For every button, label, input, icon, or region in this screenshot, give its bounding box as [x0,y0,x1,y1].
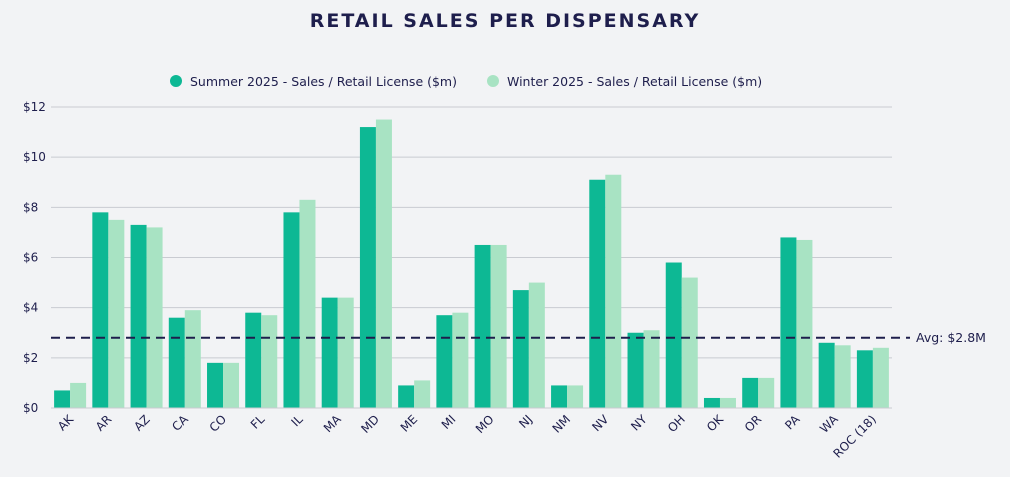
x-tick-label: NV [589,412,612,435]
bar-summer [321,297,338,408]
legend-label-winter: Winter 2025 - Sales / Retail License ($m… [507,73,763,89]
bar-winter [452,312,469,408]
y-tick-label: $4 [23,301,38,315]
bar-winter [567,385,584,408]
x-tick-label: FL [248,412,268,432]
x-tick-label: NY [628,412,650,434]
x-tick-label: WA [817,412,841,436]
x-tick-label: NM [550,412,574,436]
y-tick-label: $12 [23,100,46,114]
legend-swatch-summer [170,75,182,87]
y-tick-label: $8 [23,200,38,214]
bar-winter [337,297,354,408]
bar-winter [643,330,660,408]
bar-summer [780,237,797,408]
bar-summer [207,362,224,408]
bar-winter [146,227,163,408]
x-tick-label: OR [742,412,764,434]
legend-swatch-winter [487,75,499,87]
bar-winter [490,244,507,408]
bar-winter [261,315,278,408]
x-tick-label: NJ [516,412,535,431]
bar-summer [474,244,491,408]
bar-summer [359,127,376,409]
bar-summer [512,290,529,408]
x-tick-label: ME [398,412,421,435]
bar-winter [108,219,125,408]
x-tick-label: AK [55,411,77,433]
x-tick-label: CA [169,412,191,434]
x-tick-label: IL [288,412,305,429]
bar-winter [681,277,698,408]
x-tick-label: OK [704,411,727,434]
bar-summer [92,212,109,408]
bar-winter [299,199,316,408]
bar-winter [605,174,622,408]
bar-summer [54,390,71,408]
x-tick-label: MD [358,412,382,436]
x-tick-label: CO [207,412,230,435]
y-tick-label: $10 [23,150,46,164]
bar-winter [872,347,889,408]
bar-winter [375,119,392,409]
bar-summer [665,262,682,408]
bar-summer [627,332,644,408]
x-tick-label: AZ [131,412,153,434]
y-tick-label: $0 [23,401,38,415]
chart-title: RETAIL SALES PER DISPENSARY [309,10,701,32]
x-tick-label: AR [93,412,115,434]
chart-legend: Summer 2025 - Sales / Retail License ($m… [170,71,792,91]
bar-summer [551,385,568,408]
bar-winter [223,362,240,408]
bar-summer [168,317,185,408]
bar-winter [528,282,545,408]
bar-summer [589,179,606,408]
x-tick-label: OH [665,412,688,435]
bar-winter [70,382,87,408]
bar-summer [703,397,720,408]
y-tick-label: $6 [23,251,38,265]
bar-winter [796,239,813,408]
legend-item-summer: Summer 2025 - Sales / Retail License ($m… [170,74,457,89]
legend-label-summer: Summer 2025 - Sales / Retail License ($m… [190,73,457,89]
bar-winter [834,345,851,408]
bar-summer [245,312,262,408]
average-label: Avg: $2.8M [916,330,986,345]
x-tick-label: MA [321,412,345,436]
bar-summer [436,315,453,408]
bar-summer [398,385,415,408]
bar-winter [414,380,431,408]
bar-summer [742,377,759,408]
bar-summer [856,350,873,408]
legend-item-winter: Winter 2025 - Sales / Retail License ($m… [487,74,762,89]
bar-winter [758,377,775,408]
bar-winter [184,310,201,408]
y-tick-label: $2 [23,351,38,365]
bar-summer [130,224,147,408]
x-tick-label: MI [439,412,459,432]
bar-summer [818,342,835,408]
bar-winter [719,397,736,408]
x-tick-label: PA [782,412,803,433]
x-tick-label: MO [473,412,497,436]
bar-summer [283,212,300,408]
